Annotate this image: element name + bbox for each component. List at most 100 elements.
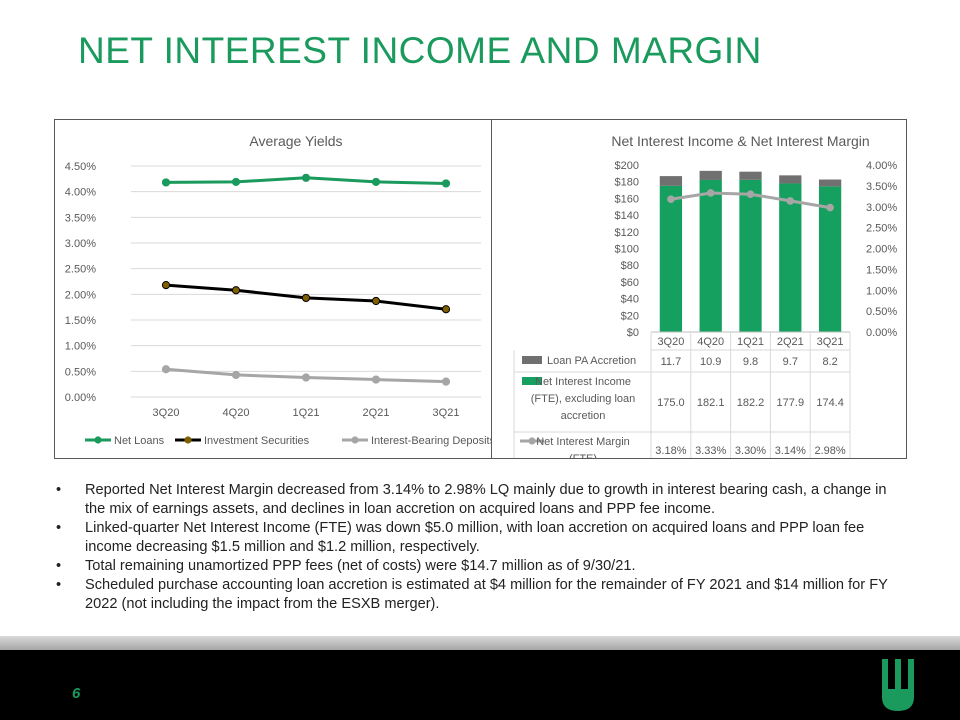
y-tick-label: $20 bbox=[621, 310, 639, 322]
bullet-text: Total remaining unamortized PPP fees (ne… bbox=[85, 558, 636, 574]
legend-label: Investment Securities bbox=[204, 435, 310, 447]
y-tick-label: 4.50% bbox=[65, 161, 96, 173]
y-tick-label: 0.00% bbox=[65, 392, 96, 404]
legend-label: Loan PA Accretion bbox=[547, 355, 636, 367]
table-value: 182.1 bbox=[697, 397, 725, 409]
table-value: 3.14% bbox=[775, 445, 806, 457]
legend-green-bar-icon bbox=[522, 377, 542, 385]
table-value: 3.30% bbox=[735, 445, 766, 457]
table-value: 174.4 bbox=[816, 397, 844, 409]
margin-point bbox=[826, 203, 834, 212]
y-tick-label: 3.00% bbox=[65, 238, 96, 250]
y2-tick-label: 0.00% bbox=[866, 327, 897, 339]
y2-tick-label: 1.50% bbox=[866, 264, 897, 276]
commentary-bullets: • Reported Net Interest Margin decreased … bbox=[56, 481, 906, 614]
data-point bbox=[441, 377, 451, 386]
table-value: 11.7 bbox=[661, 356, 682, 368]
x-tick-label: 3Q21 bbox=[817, 336, 844, 348]
y-tick-label: 1.50% bbox=[65, 315, 96, 327]
y-tick-label: 0.50% bbox=[65, 366, 96, 378]
y-tick-label: $40 bbox=[621, 294, 639, 306]
bullet-dot-icon: • bbox=[56, 577, 62, 593]
margin-point bbox=[706, 189, 715, 197]
legend-label: Net Loans bbox=[114, 435, 165, 447]
legend-label: accretion bbox=[561, 410, 606, 422]
y-tick-label: 2.00% bbox=[65, 289, 96, 301]
legend-marker-icon bbox=[351, 436, 359, 444]
data-point bbox=[441, 305, 451, 314]
x-tick-label: 3Q20 bbox=[153, 407, 180, 419]
footer-bar bbox=[0, 650, 960, 720]
chart-title: Average Yields bbox=[249, 133, 342, 149]
data-point bbox=[161, 365, 171, 374]
margin-point bbox=[667, 195, 675, 204]
table-value: 9.7 bbox=[783, 356, 798, 368]
y2-tick-label: 2.50% bbox=[866, 223, 897, 235]
legend-marker-icon bbox=[528, 437, 536, 445]
y-tick-label: 1.00% bbox=[65, 341, 96, 353]
bar-loan-pa-accretion bbox=[659, 176, 683, 186]
bullet-item: • Reported Net Interest Margin decreased … bbox=[56, 481, 906, 519]
legend-label: Interest-Bearing Deposits bbox=[371, 435, 491, 447]
legend-label: Net Interest Margin bbox=[536, 436, 630, 448]
table-value: 177.9 bbox=[777, 397, 805, 409]
table-value: 10.9 bbox=[700, 356, 721, 368]
bullet-item: • Total remaining unamortized PPP fees (n… bbox=[56, 557, 906, 576]
data-point bbox=[371, 177, 381, 187]
x-tick-label: 2Q21 bbox=[363, 407, 390, 419]
bar-nii-excl-accretion bbox=[659, 185, 683, 332]
x-tick-label: 3Q21 bbox=[433, 407, 460, 419]
y-tick-label: $140 bbox=[615, 210, 639, 222]
legend-label: (FTE), excluding loan bbox=[531, 393, 636, 405]
margin-point bbox=[786, 197, 795, 205]
legend-label: Net Interest Income bbox=[535, 376, 631, 388]
legend-gray-bar-icon bbox=[522, 356, 542, 364]
footer-gradient-band bbox=[0, 636, 960, 650]
net-interest-income-svg: Net Interest Income & Net Interest Margi… bbox=[513, 133, 897, 458]
table-value: 182.2 bbox=[737, 397, 765, 409]
x-tick-label: 1Q21 bbox=[293, 407, 320, 419]
margin-point bbox=[746, 190, 755, 199]
average-yields-svg: Average Yields 0.00% 0.50% 1.00% 1.50% 2.00% 2… bbox=[65, 133, 491, 447]
data-point bbox=[231, 177, 241, 187]
y-tick-label: 2.50% bbox=[65, 264, 96, 276]
y2-tick-label: 3.50% bbox=[866, 181, 897, 193]
y-tick-label: $120 bbox=[615, 227, 639, 239]
y-tick-label: $80 bbox=[621, 260, 639, 272]
legend-marker-icon bbox=[94, 436, 102, 444]
bar-loan-pa-accretion bbox=[699, 170, 722, 180]
data-point bbox=[301, 293, 311, 303]
data-point bbox=[371, 296, 381, 306]
bar-loan-pa-accretion bbox=[818, 179, 842, 187]
data-point bbox=[371, 375, 381, 384]
data-point bbox=[301, 173, 311, 182]
bar-loan-pa-accretion bbox=[779, 175, 802, 184]
y2-tick-label: 1.00% bbox=[866, 285, 897, 297]
bar-nii-excl-accretion bbox=[739, 179, 762, 332]
y-tick-label: 3.50% bbox=[65, 212, 96, 224]
bullet-text: Linked-quarter Net Interest Income (FTE)… bbox=[85, 520, 865, 555]
bar-nii-excl-accretion bbox=[699, 179, 722, 332]
y-tick-label: $0 bbox=[627, 327, 639, 339]
table-value: 3.33% bbox=[695, 445, 726, 457]
x-tick-label: 1Q21 bbox=[737, 336, 764, 348]
y-tick-label: $160 bbox=[615, 193, 639, 205]
data-point bbox=[441, 179, 451, 188]
table-value: 3.18% bbox=[655, 445, 686, 457]
bullet-text: Scheduled purchase accounting loan accre… bbox=[85, 577, 888, 612]
data-point bbox=[161, 280, 171, 290]
bullet-dot-icon: • bbox=[56, 558, 62, 574]
y-tick-label: $200 bbox=[615, 160, 639, 172]
legend-marker-icon bbox=[184, 436, 192, 444]
bullet-item: • Linked-quarter Net Interest Income (FTE… bbox=[56, 519, 906, 557]
average-yields-chart: Average Yields 0.00% 0.50% 1.00% 1.50% 2.00% 2… bbox=[54, 119, 492, 459]
x-tick-label: 2Q21 bbox=[777, 336, 804, 348]
data-point bbox=[301, 373, 311, 382]
table-value: 9.8 bbox=[743, 356, 758, 368]
x-tick-label: 4Q20 bbox=[223, 407, 250, 419]
x-tick-label: 3Q20 bbox=[657, 336, 684, 348]
bullet-dot-icon: • bbox=[56, 520, 62, 536]
table-value: 8.2 bbox=[822, 356, 837, 368]
chart-title: Net Interest Income & Net Interest Margi… bbox=[611, 133, 869, 149]
net-interest-income-chart: Net Interest Income & Net Interest Margi… bbox=[491, 119, 907, 459]
